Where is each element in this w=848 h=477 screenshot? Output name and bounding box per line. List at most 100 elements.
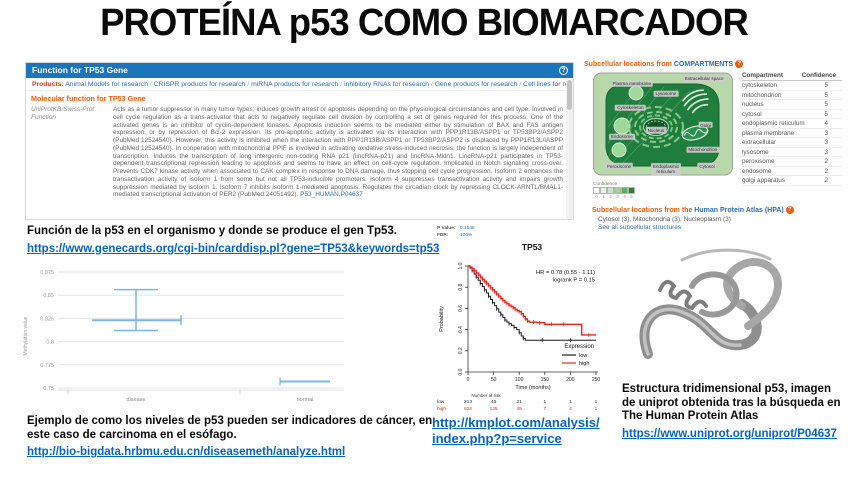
genecards-header-bar: Function for TP53 Gene ? bbox=[26, 63, 573, 78]
uniprot-url-link[interactable]: https://www.uniprot.org/uniprot/P04637 bbox=[622, 427, 837, 440]
risk-row-name: high bbox=[437, 406, 446, 412]
compartment-row: endoplasmic reticulum 4 bbox=[742, 119, 842, 129]
censor-marks-high bbox=[469, 265, 591, 337]
km-curve-high bbox=[468, 265, 596, 336]
uniprot-accession-link[interactable]: P53_HUMAN,P04637 bbox=[300, 191, 363, 199]
products-link[interactable]: inhibitory RNAs for research bbox=[344, 81, 430, 88]
column-compartment: Compartment bbox=[742, 72, 783, 79]
compartment-row: cytoskeleton 5 bbox=[742, 81, 842, 91]
disease-errorbar bbox=[92, 288, 182, 332]
compartment-confidence: 5 bbox=[824, 82, 828, 89]
hpa-see-all-link[interactable]: See all subcellular structures bbox=[598, 224, 682, 231]
risk-value: 1 bbox=[595, 406, 598, 412]
methylation-caption-block: Ejemplo de como los niveles de p53 puede… bbox=[27, 415, 435, 460]
legend-label-high: high bbox=[579, 361, 589, 367]
products-link[interactable]: Cell lines for research bbox=[523, 81, 573, 88]
confidence-swatch bbox=[600, 187, 607, 194]
structure-caption: Estructura tridimensional p53, imagen de… bbox=[622, 383, 841, 422]
organelle-label: Lysosome bbox=[653, 90, 679, 97]
separator: / bbox=[338, 81, 345, 88]
legend-label-low: low bbox=[579, 353, 587, 359]
compartment-row: extracellular 3 bbox=[742, 138, 842, 148]
compartment-name: extracellular bbox=[742, 139, 776, 146]
compartment-confidence: 2 bbox=[824, 167, 828, 175]
products-link[interactable]: Gene products for research bbox=[434, 81, 518, 88]
number-at-risk-label: Number at risk bbox=[471, 393, 501, 398]
hpa-header: Subcellular locations from the Human Pro… bbox=[592, 206, 794, 214]
organelle-label: Mitochondrion bbox=[686, 146, 720, 154]
y-tick-label: 0.85 bbox=[43, 293, 54, 299]
confidence-number: 2 bbox=[609, 193, 612, 199]
help-icon[interactable]: ? bbox=[735, 60, 744, 68]
x-tick-label: 250 bbox=[592, 377, 601, 383]
compartment-row: nucleus 5 bbox=[742, 100, 842, 110]
compartment-confidence: 4 bbox=[824, 120, 828, 127]
compartment-confidence: 5 bbox=[824, 110, 828, 118]
diseasemeth-url-link[interactable]: http://bio-bigdata.hrbmu.edu.cn/diseasem… bbox=[27, 446, 346, 458]
organelle-label: Cytoskeleton bbox=[615, 104, 646, 111]
cell-diagram: Plasma membrane Extracellular space Lysoso… bbox=[592, 71, 734, 179]
help-icon[interactable]: ? bbox=[559, 66, 568, 75]
kaplan-meier-plot: P Value: 0.1546 FDR: 100% TP53 0.0 0.2 0.4 0.6 0.… bbox=[437, 225, 601, 412]
y-tick-label: 0.825 bbox=[40, 316, 54, 322]
products-link[interactable]: CRISPR products for research bbox=[153, 81, 246, 88]
risk-value: 45 bbox=[491, 399, 497, 405]
slide-title: PROTEÍNA p53 COMO BIOMARCADOR bbox=[100, 2, 749, 44]
compartment-name: endosome bbox=[742, 167, 772, 175]
confidence-number: 5 bbox=[630, 193, 633, 199]
confidence-swatch bbox=[628, 187, 635, 194]
separator: / bbox=[147, 81, 154, 88]
compartment-row: mitochondrion 5 bbox=[742, 91, 842, 100]
y-tick-label: 0.75 bbox=[43, 386, 54, 392]
compartment-confidence: 2 bbox=[824, 177, 828, 184]
compartments-table: Compartment Confidence cytoskeleton 5 mito… bbox=[742, 72, 842, 186]
genecards-caption: Función de la p53 en el organismo y dond… bbox=[27, 225, 397, 237]
x-tick-label: 100 bbox=[515, 377, 524, 383]
risk-value: 213 bbox=[464, 399, 472, 405]
compartments-link[interactable]: COMPARTMENTS bbox=[673, 60, 734, 68]
organelle-label: Peroxisome bbox=[604, 162, 634, 170]
compartment-row: plasma membrane 3 bbox=[742, 129, 842, 138]
compartment-row: endosome 2 bbox=[742, 167, 842, 176]
scrollbar-thumb[interactable] bbox=[567, 80, 572, 110]
stat-label: P Value: bbox=[437, 225, 456, 231]
category-label-disease: disease bbox=[127, 397, 146, 403]
compartment-name: peroxisome bbox=[742, 158, 775, 165]
compartment-confidence: 5 bbox=[824, 101, 828, 108]
compartment-confidence: 3 bbox=[824, 139, 828, 146]
compartments-panel: Subcellular locations from COMPARTMENTS? bbox=[584, 60, 844, 232]
products-link[interactable]: miRNA products for research bbox=[251, 81, 339, 88]
genecards-function-body: UniProtKB/Swiss-Prot Function Acts as a … bbox=[26, 105, 573, 202]
products-link[interactable]: Animal Models for research bbox=[65, 81, 148, 88]
compartments-header: Subcellular locations from COMPARTMENTS? bbox=[584, 60, 844, 68]
hpa-header-prefix: Subcellular locations from the bbox=[592, 206, 695, 214]
confidence-swatch bbox=[621, 187, 628, 194]
risk-value: 622 bbox=[464, 406, 472, 412]
organelle-label: Extracellular space bbox=[682, 75, 726, 82]
organelle-label: Endosome bbox=[608, 133, 635, 141]
compartment-name: endoplasmic reticulum bbox=[742, 120, 805, 127]
help-icon[interactable]: ? bbox=[785, 206, 794, 214]
risk-value: 7 bbox=[543, 406, 546, 412]
risk-value: 1 bbox=[595, 399, 598, 405]
genecards-url-link[interactable]: https://www.genecards.org/cgi-bin/carddi… bbox=[27, 242, 440, 255]
stat-label: FDR: bbox=[437, 232, 449, 238]
lysosome-shape bbox=[628, 85, 644, 101]
products-label: Products: bbox=[32, 81, 64, 88]
function-text: Acts as a tumor suppressor in many tumor… bbox=[113, 106, 563, 199]
normal-errorbar bbox=[279, 377, 330, 386]
hpa-link[interactable]: Human Protein Atlas (HPA) bbox=[694, 206, 784, 214]
kmplot-url-link[interactable]: http://kmplot.com/analysis/index.php?p=s… bbox=[432, 415, 600, 446]
y-tick-label: 0.8 bbox=[458, 284, 464, 291]
golgi-shape bbox=[681, 89, 709, 114]
y-tick-label: 0.8 bbox=[46, 340, 54, 346]
organelle-label: Endoplasmic reticulum bbox=[650, 163, 681, 176]
x-tick-label: 50 bbox=[491, 377, 497, 383]
scrollbar[interactable] bbox=[566, 78, 573, 219]
y-tick-label: 0.2 bbox=[458, 347, 464, 354]
function-paragraph: Acts as a tumor suppressor in many tumor… bbox=[113, 106, 563, 199]
molecular-function-heading: Molecular function for TP53 Gene bbox=[31, 94, 146, 103]
compartment-row: peroxisome 2 bbox=[742, 157, 842, 167]
